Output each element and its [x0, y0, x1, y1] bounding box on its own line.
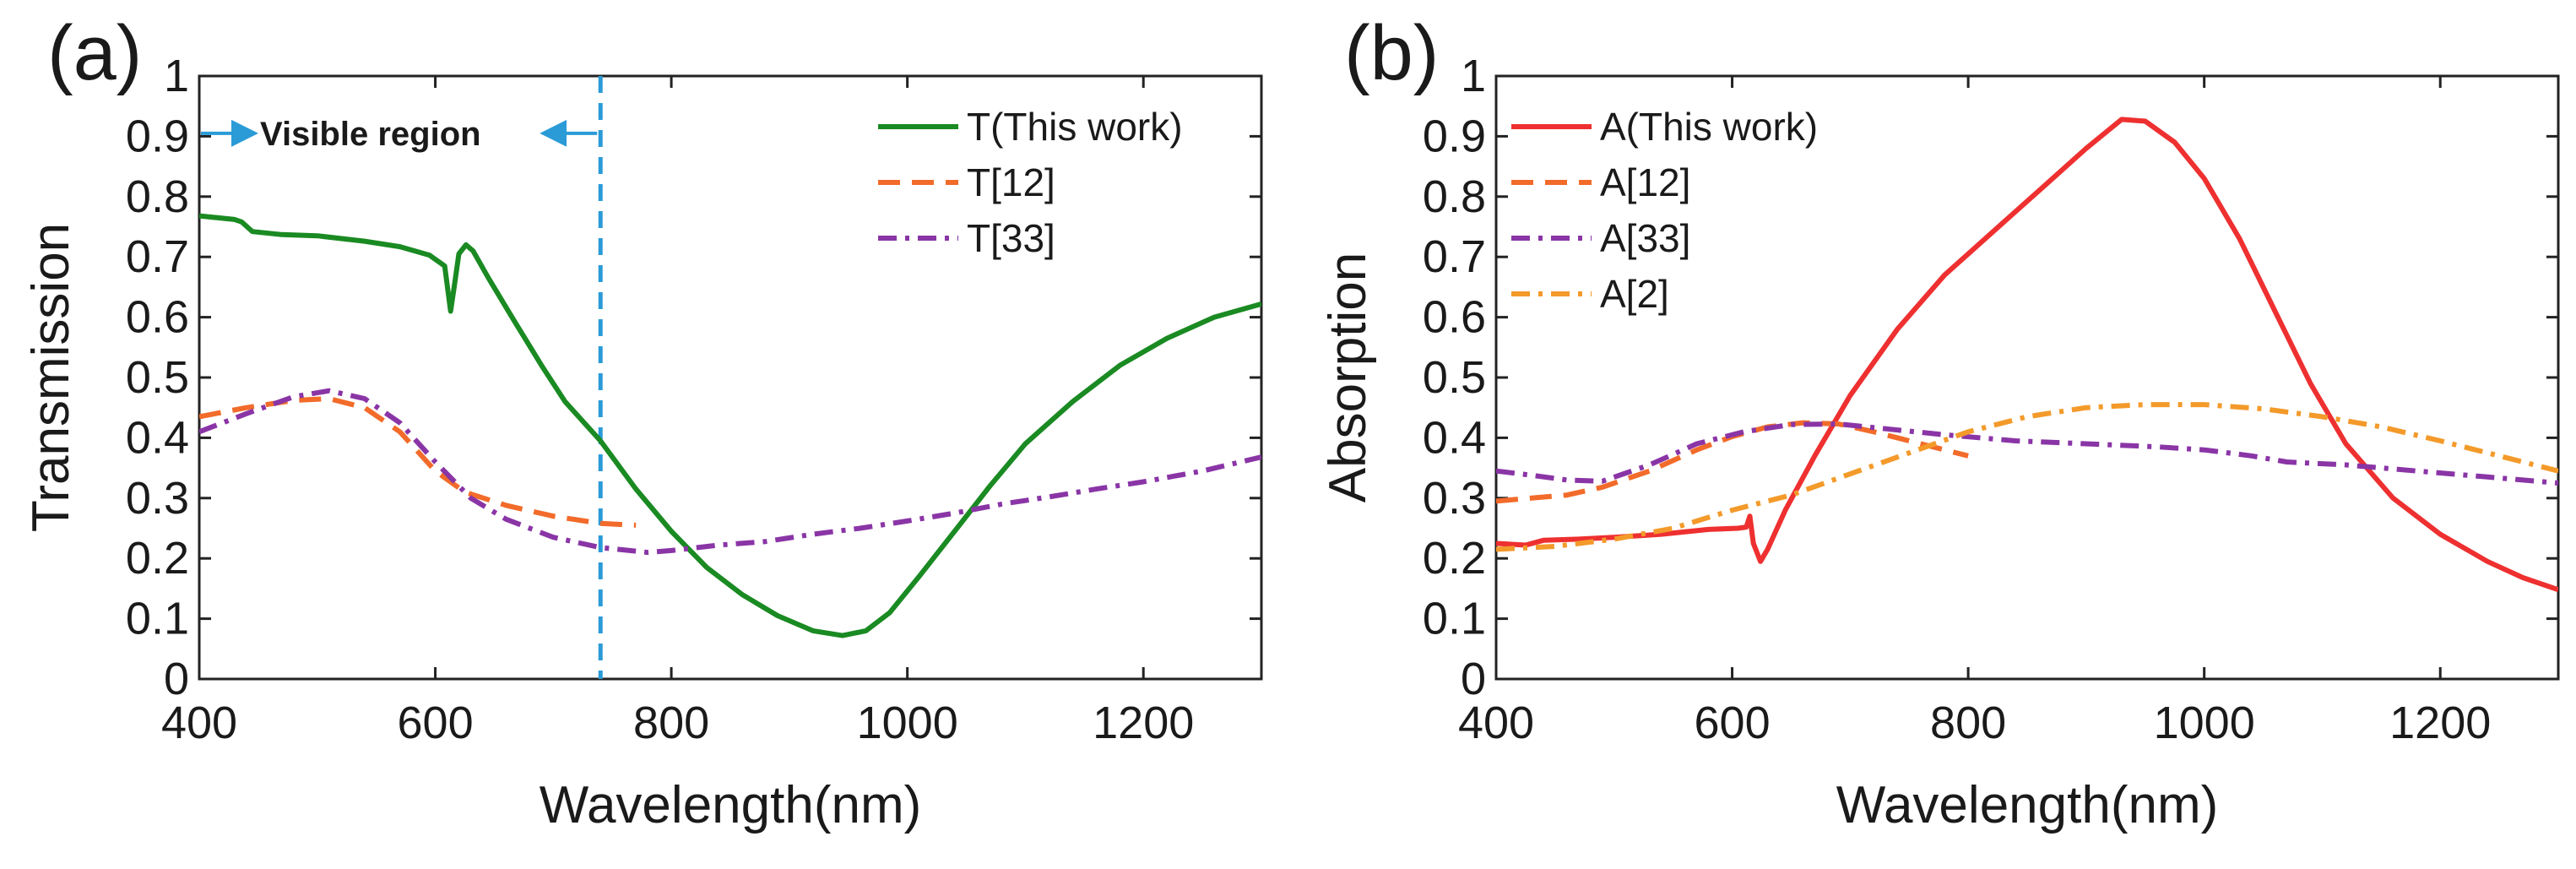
y-tick-label: 0.6 — [126, 292, 189, 343]
y-tick-label: 0.3 — [1423, 473, 1486, 524]
legend-label: A(This work) — [1600, 105, 1818, 149]
legend-label: A[2] — [1600, 272, 1669, 316]
legend-label: A[12] — [1600, 160, 1690, 204]
y-tick-label: 0.3 — [126, 473, 189, 524]
x-tick-label: 400 — [161, 698, 237, 748]
x-tick-label: 1000 — [857, 698, 958, 748]
y-tick-label: 0.8 — [1423, 171, 1486, 222]
x-tick-label: 400 — [1458, 698, 1534, 748]
series-line-a-12 — [1496, 420, 1969, 504]
series-line-a-2 — [1496, 402, 2558, 552]
x-tick-label: 1200 — [2389, 698, 2491, 748]
panel-b: 0 0.1 0.2 0.3 0.4 0.5 0.6 0.7 0.8 0.9 1 400 600 800 10… — [1319, 10, 2560, 834]
panel-a: 0 0.1 0.2 0.3 0.4 0.5 0.6 0.7 0.8 0.9 1 400 600 800 10… — [22, 10, 1263, 834]
series-line-a-33 — [1496, 421, 2558, 486]
y-tick-label: 0.4 — [1423, 412, 1486, 463]
plot-area — [1496, 117, 2558, 593]
y-tick-label: 0.9 — [126, 111, 189, 161]
y-axis-title: Transmission — [22, 223, 80, 532]
y-tick-label: 0.2 — [1423, 533, 1486, 584]
y-tick-label: 0.9 — [1423, 111, 1486, 161]
y-tick-label: 0.6 — [1423, 292, 1486, 343]
plot-area — [199, 213, 1261, 638]
series-line-t-33 — [199, 388, 1261, 556]
x-tick-label: 1200 — [1093, 698, 1194, 748]
panel-label: (b) — [1344, 10, 1439, 96]
legend: A(This work) A[12] A[33] A[2] — [1511, 105, 1818, 316]
y-axis-title: Absorption — [1319, 253, 1377, 502]
y-tick-label: 0.8 — [126, 171, 189, 222]
legend-label: A[33] — [1600, 216, 1690, 260]
y-tick-label: 0 — [164, 654, 189, 704]
x-tick-label: 800 — [1930, 698, 2006, 748]
x-tick-label: 800 — [633, 698, 709, 748]
series-line-t-this-work — [199, 213, 1261, 638]
visible-region-label: Visible region — [260, 116, 481, 153]
x-tick-label: 600 — [398, 698, 474, 748]
x-tick-label: 1000 — [2154, 698, 2255, 748]
series-line-t-12 — [199, 396, 637, 528]
y-tick-label: 0.4 — [126, 412, 189, 463]
y-tick-label: 0.7 — [1423, 231, 1486, 282]
x-axis-title: Wavelength(nm) — [1836, 776, 2219, 834]
legend-label: T[12] — [967, 160, 1055, 204]
y-tick-label: 0.2 — [126, 533, 189, 584]
y-tick-label: 1 — [1461, 51, 1486, 101]
y-tick-label: 0.7 — [126, 231, 189, 282]
x-tick-label: 600 — [1695, 698, 1771, 748]
y-tick-label: 0.5 — [1423, 352, 1486, 403]
y-tick-label: 0 — [1461, 654, 1486, 704]
series-line-a-this-work — [1496, 117, 2558, 593]
y-tick-label: 0.1 — [126, 594, 189, 644]
y-tick-label: 0.5 — [126, 352, 189, 403]
legend-label: T[33] — [967, 216, 1055, 260]
panel-label: (a) — [47, 10, 142, 96]
x-axis-title: Wavelength(nm) — [540, 776, 922, 834]
y-tick-label: 0.1 — [1423, 594, 1486, 644]
legend: T(This work) T[12] T[33] — [878, 105, 1183, 260]
legend-label: T(This work) — [967, 105, 1183, 149]
y-tick-label: 1 — [164, 51, 189, 101]
